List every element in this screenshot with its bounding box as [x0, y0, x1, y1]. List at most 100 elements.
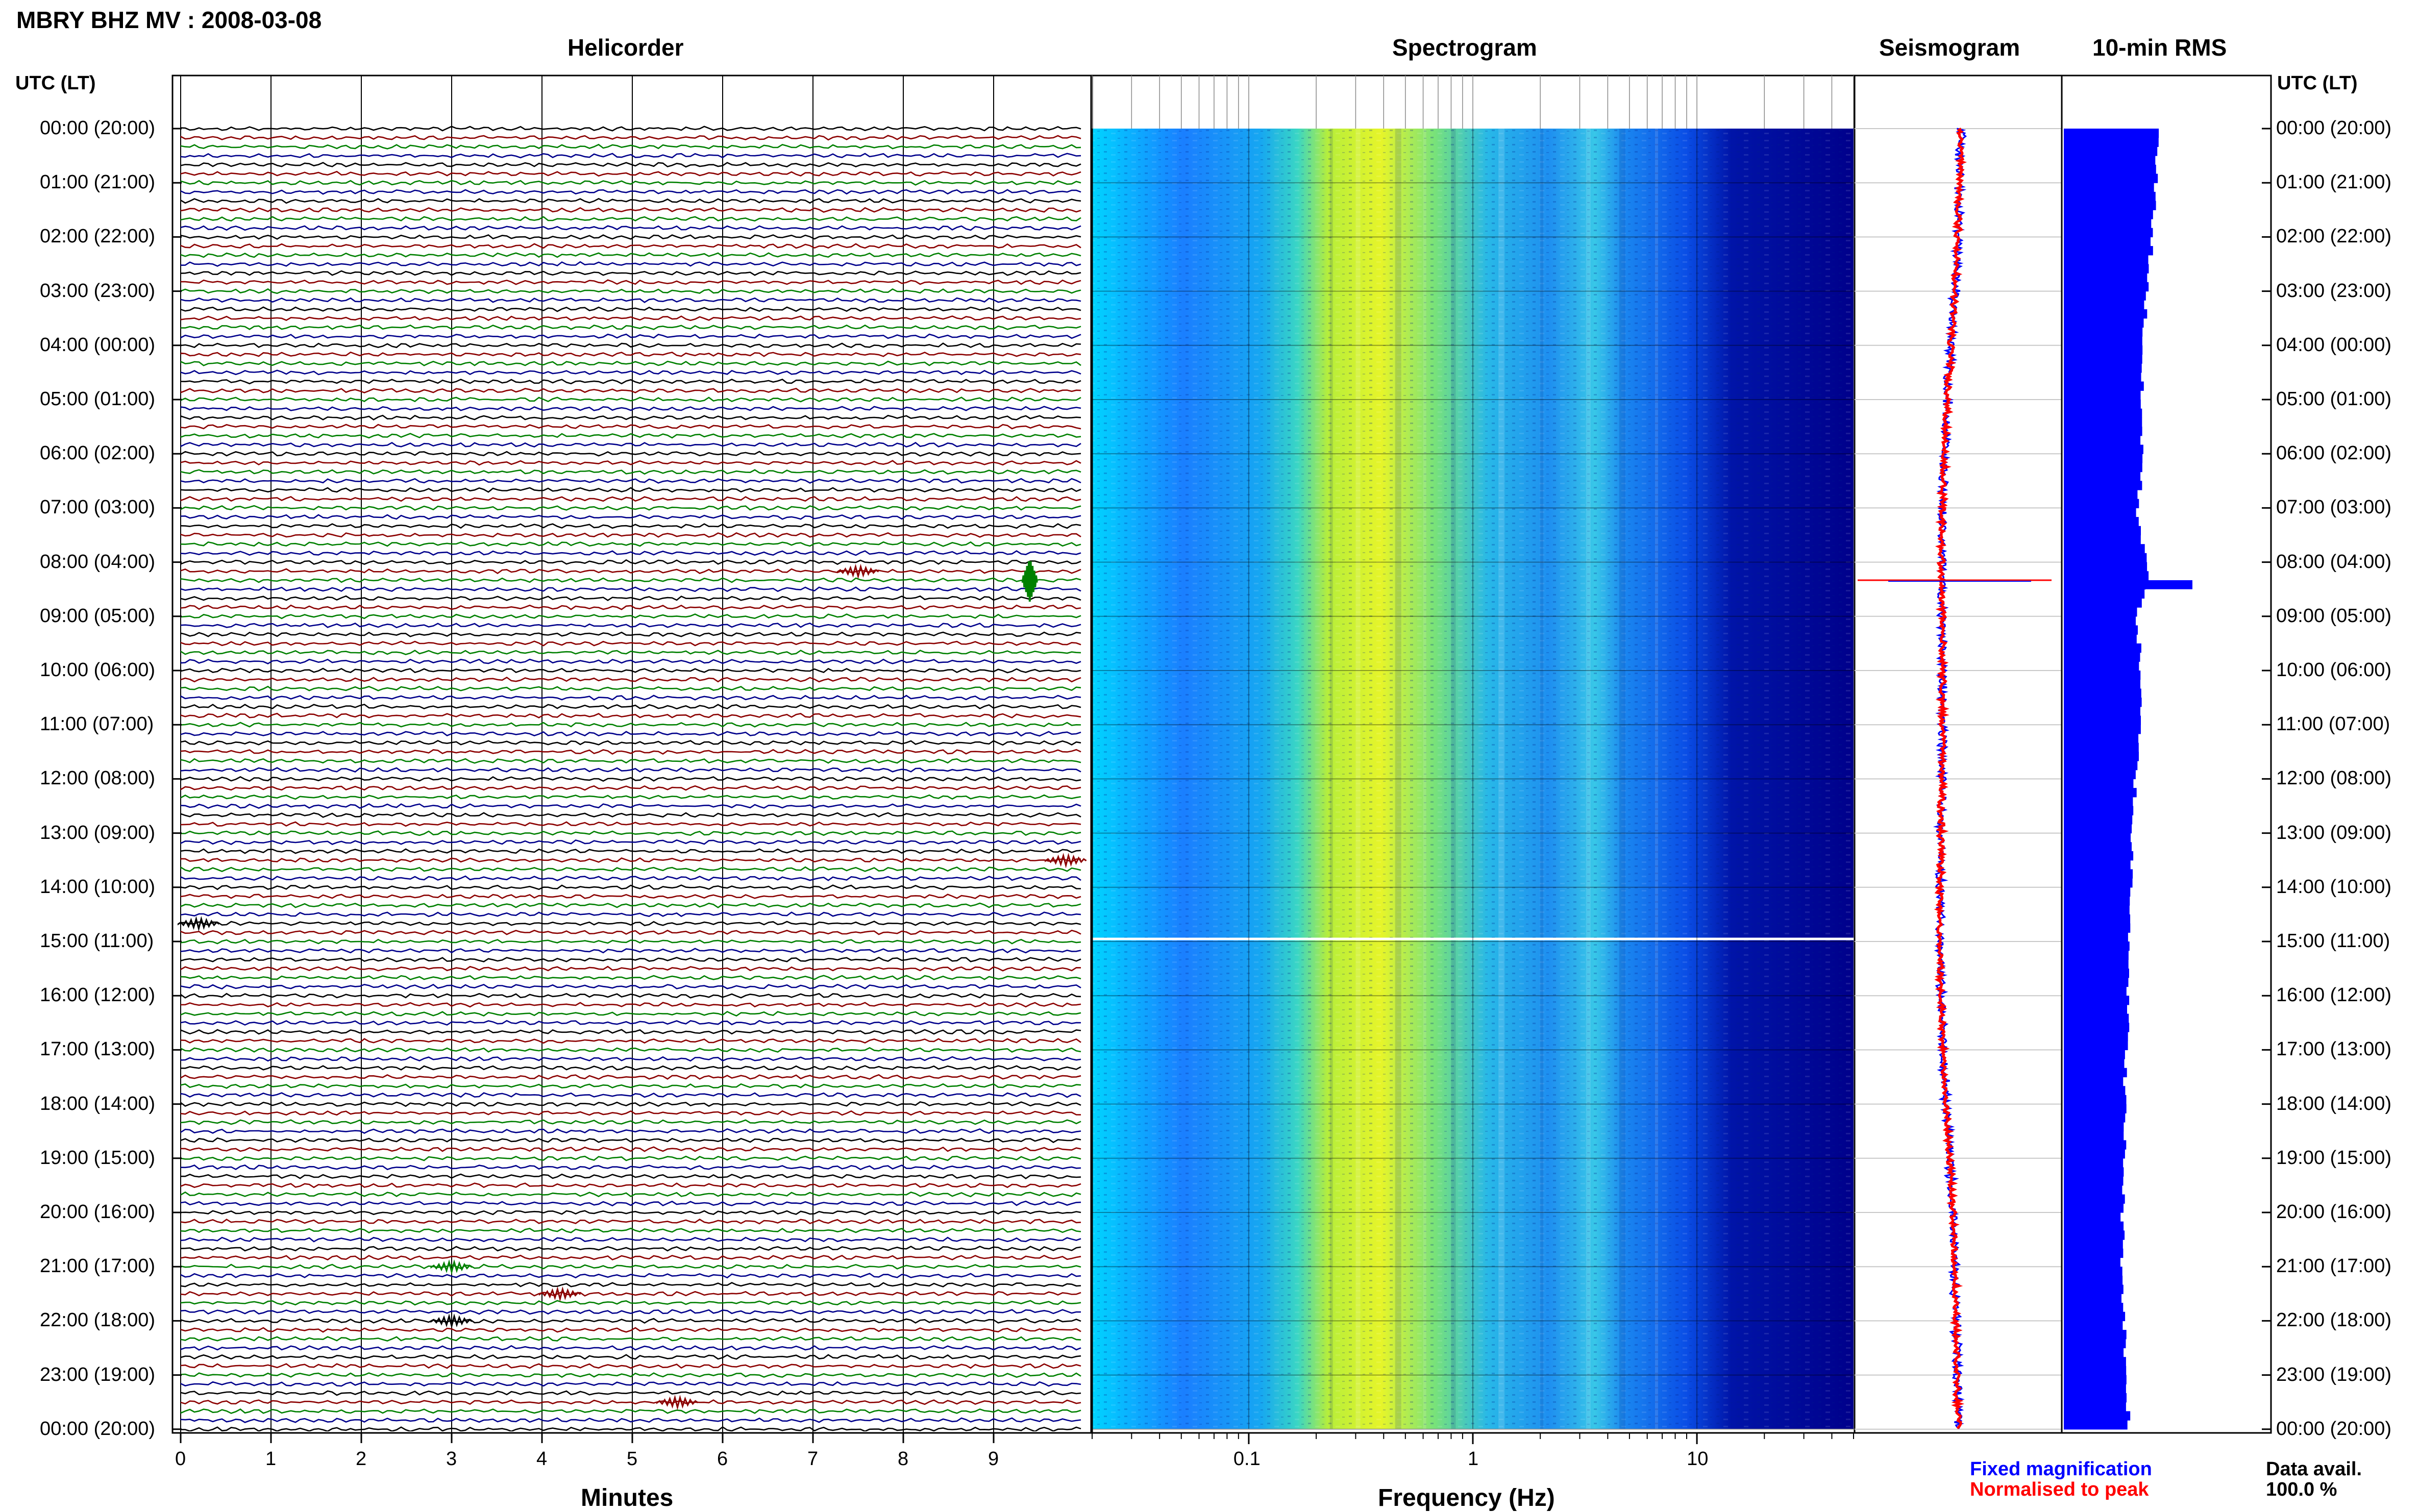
rms-peak-bar	[2064, 580, 2192, 589]
rms-bar	[2064, 1077, 2124, 1086]
helicorder-trace	[181, 243, 1081, 249]
helicorder-trace	[181, 523, 1081, 529]
helicorder-trace	[181, 722, 1081, 728]
rms-bar	[2064, 905, 2130, 915]
helicorder-x-tick-label: 1	[265, 1448, 277, 1470]
time-label-left: 12:00 (08:00)	[40, 767, 156, 789]
helicorder-trace	[181, 1291, 1081, 1297]
spectrogram-x-axis	[1092, 76, 1854, 1444]
rms-bar	[2064, 941, 2130, 951]
helicorder-trace	[181, 911, 1081, 918]
helicorder-trace	[181, 948, 1081, 954]
rms-bar	[2064, 1086, 2126, 1096]
rms-bar	[2064, 472, 2141, 481]
helicorder-trace	[181, 1074, 1081, 1080]
helicorder-trace	[181, 938, 1081, 945]
helicorder-trace	[181, 387, 1081, 393]
rms-bar	[2064, 896, 2130, 906]
rms-bar	[2064, 1113, 2126, 1123]
rms-bar	[2064, 400, 2141, 409]
helicorder-event	[1045, 853, 1087, 869]
spectrogram-stripe	[1451, 129, 1456, 1429]
spectrogram-stripe	[1355, 129, 1361, 1429]
rms-bar	[2064, 1357, 2126, 1367]
helicorder-trace	[181, 785, 1081, 791]
helicorder-event	[1021, 561, 1038, 602]
helicorder-trace	[181, 1426, 1081, 1431]
helicorder-trace	[181, 812, 1081, 818]
helicorder-trace	[181, 1345, 1081, 1351]
spectrogram-grid	[1092, 182, 1854, 1430]
time-label-left: 17:00 (13:00)	[40, 1038, 156, 1060]
rms-bar	[2064, 634, 2137, 644]
helicorder-trace	[181, 875, 1081, 881]
helicorder-trace	[181, 794, 1081, 800]
rms-bar	[2064, 201, 2156, 210]
time-label-right: 20:00 (16:00)	[2276, 1201, 2392, 1223]
rms-bar	[2064, 255, 2149, 265]
rms-bar	[2064, 291, 2146, 301]
rms-bar	[2064, 562, 2148, 572]
helicorder-trace	[181, 704, 1081, 710]
rms-title: 10-min RMS	[2092, 34, 2227, 61]
helicorder-trace	[181, 170, 1081, 177]
rms-bar	[2064, 390, 2141, 400]
helicorder-trace	[181, 1399, 1081, 1405]
helicorder-trace	[181, 921, 1081, 927]
rms-bar	[2064, 517, 2139, 527]
helicorder-trace	[181, 1390, 1081, 1396]
helicorder-trace	[181, 613, 1081, 619]
helicorder-trace	[181, 739, 1081, 746]
helicorder-trace	[181, 378, 1081, 385]
rms-bar	[2064, 1311, 2126, 1321]
rms-bar	[2064, 1420, 2128, 1430]
helicorder-trace	[181, 451, 1081, 457]
rms-bar	[2064, 264, 2149, 274]
rms-bar	[2064, 1240, 2123, 1249]
helicorder-trace	[181, 1372, 1081, 1378]
rms-bar	[2064, 246, 2153, 256]
rms-bar	[2064, 219, 2152, 229]
rms-frame	[2061, 75, 2272, 1434]
rms-bar	[2064, 661, 2139, 671]
rms-bar	[2064, 815, 2133, 825]
helicorder-trace	[181, 640, 1081, 647]
rms-bar	[2064, 598, 2142, 608]
rms-bar	[2064, 1032, 2128, 1042]
rms-bar	[2064, 1059, 2125, 1069]
helicorder-trace	[181, 1083, 1081, 1089]
time-label-left: 16:00 (12:00)	[40, 984, 156, 1006]
rms-bar	[2064, 156, 2156, 165]
helicorder-trace	[181, 207, 1081, 213]
utc-lt-label-left: UTC (LT)	[15, 72, 96, 94]
spectrogram-stripe	[1586, 129, 1591, 1429]
helicorder-trace	[181, 1354, 1081, 1360]
time-label-left: 01:00 (21:00)	[40, 171, 156, 193]
spectrogram-texture	[1092, 129, 1854, 1429]
helicorder-trace	[181, 559, 1081, 565]
rms-bar	[2064, 959, 2129, 969]
rms-bar	[2064, 1004, 2127, 1014]
helicorder-trace	[181, 1155, 1081, 1161]
time-label-right: 00:00 (20:00)	[2276, 1418, 2392, 1440]
helicorder-trace	[181, 1309, 1081, 1315]
rms-bar	[2064, 688, 2141, 698]
time-label-right: 19:00 (15:00)	[2276, 1147, 2392, 1169]
spectrogram-stripe	[1395, 129, 1401, 1429]
rms-bar	[2064, 1267, 2122, 1276]
helicorder-trace	[181, 767, 1081, 773]
rms-bar	[2064, 806, 2134, 815]
rms-bar	[2064, 1131, 2124, 1141]
rms-bar	[2064, 671, 2141, 680]
helicorder-trace	[181, 667, 1081, 674]
helicorder-trace	[181, 839, 1081, 845]
helicorder-trace	[181, 1128, 1081, 1134]
time-label-right: 09:00 (05:00)	[2276, 605, 2392, 627]
rms-bar	[2064, 129, 2159, 138]
rms-bar	[2064, 427, 2142, 436]
helicorder-trace	[181, 541, 1081, 547]
rms-bar	[2064, 363, 2142, 373]
rms-bar	[2064, 571, 2149, 581]
helicorder-event	[177, 916, 220, 932]
rms-bar	[2064, 715, 2141, 725]
